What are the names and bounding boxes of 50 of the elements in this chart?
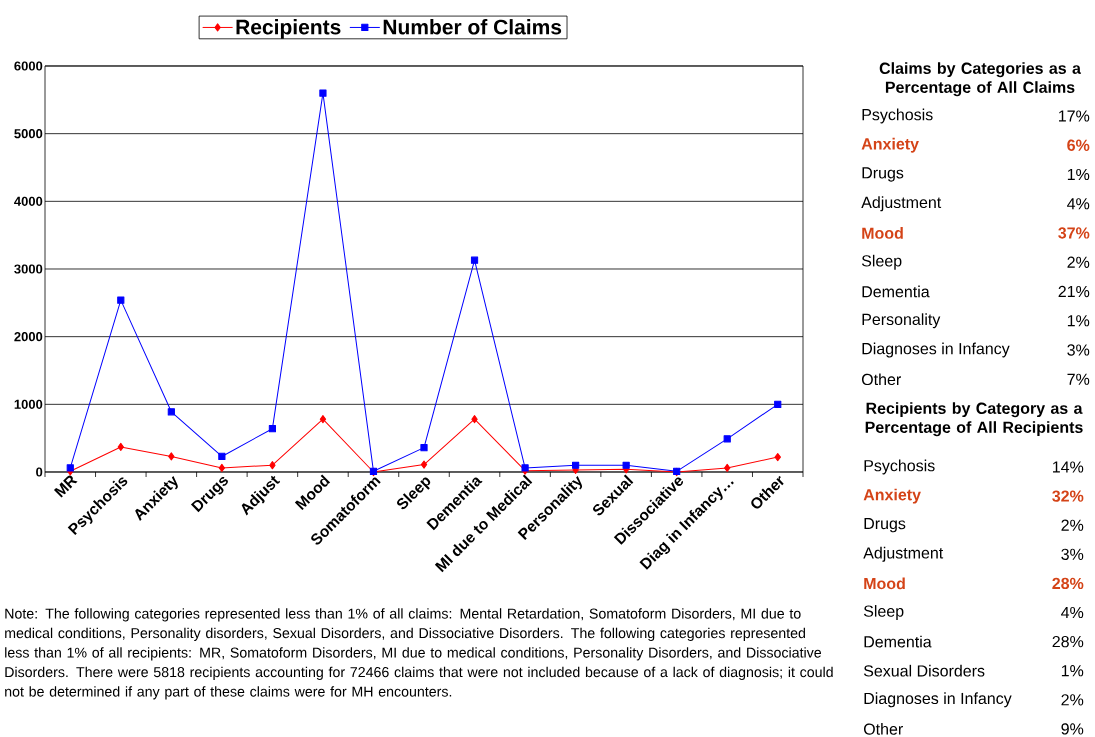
y-tick-label: 3000 [14, 264, 43, 274]
text: 32% [1052, 490, 1084, 502]
text: 2% [1061, 519, 1084, 531]
text: 28% [1052, 635, 1084, 648]
category-label: Dementia [862, 285, 930, 298]
category-label: Adjustment [863, 546, 944, 562]
text: 37% [1058, 227, 1090, 239]
category-label: Anxiety [861, 137, 919, 153]
category-label: Psychosis [862, 108, 933, 124]
text: 4% [1067, 198, 1090, 210]
category-label: Sleep [863, 605, 904, 620]
text: Note: The following categories represented less than 1% of all claims: Mental Retardation, Somatoform Disorders, MI due to medical conditions, Personality disorders, Sexual Disorders, and Dissociative Disorders. The following categories represented less than 1% of all recipients: MR, Somatoform Disorders, MI due to medical conditions, Personality Disorders, and Dissociative Disorders. There were 5818 recipients accounting for 72466 claims that were not included because of a lack of diagnosis; it could not be determined if any part of these claims were for MH encounters. [5, 608, 833, 700]
text: 2% [1061, 694, 1084, 706]
category-label: Other [863, 723, 903, 735]
category-label: Mood [862, 227, 903, 239]
category-label: Dementia [864, 635, 932, 648]
text: 17% [1059, 110, 1090, 122]
text: Claims by Categories as a Percentage of All Claims [879, 62, 1082, 97]
y-tick-label: 1000 [14, 399, 43, 409]
text: 2% [1067, 256, 1090, 268]
text: 3% [1067, 344, 1090, 356]
text: 14% [1053, 461, 1084, 473]
text: 28% [1052, 577, 1084, 590]
text: 3% [1061, 548, 1084, 560]
text: 1% [1061, 665, 1084, 677]
text: 21% [1058, 285, 1090, 298]
category-label: Personality [862, 313, 941, 329]
category-label: Other [861, 373, 901, 386]
text: 7% [1067, 373, 1090, 385]
text: 1% [1067, 168, 1090, 181]
y-tick-label: 2000 [14, 332, 43, 342]
y-tick-label: 4000 [14, 196, 43, 206]
category-label: Diagnoses in Infancy [862, 342, 1010, 358]
text: 9% [1061, 723, 1084, 735]
text: Recipients by Category as a Percentage of All Recipients [865, 402, 1083, 437]
category-label: Drugs [862, 167, 904, 182]
text: 1% [1067, 315, 1090, 327]
text: 4% [1061, 606, 1084, 619]
y-tick-label: 0 [36, 467, 43, 477]
category-label: Sleep [861, 254, 902, 270]
text: 6% [1067, 139, 1090, 151]
legend-label: Recipients [236, 19, 341, 39]
category-label: Mood [864, 577, 905, 590]
y-tick-label: 6000 [14, 61, 43, 71]
legend-label: Number of Claims [383, 19, 562, 35]
category-label: Sexual Disorders [863, 664, 985, 677]
y-tick-label: 5000 [14, 129, 43, 139]
category-label: Adjustment [861, 196, 942, 212]
category-label: Diagnoses in Infancy [864, 692, 1012, 708]
category-label: Psychosis [864, 459, 935, 475]
